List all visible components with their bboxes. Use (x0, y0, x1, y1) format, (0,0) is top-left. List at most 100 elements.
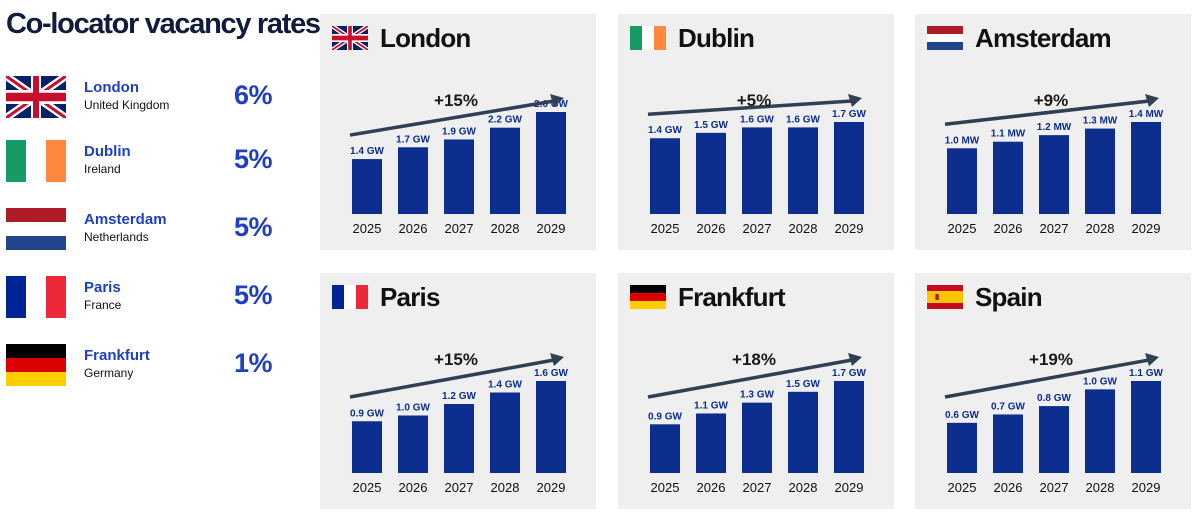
data-label: 1.7 GW (396, 134, 430, 145)
x-tick-label: 2027 (1040, 221, 1069, 236)
trend-arrow-head (1145, 353, 1159, 366)
x-tick-label: 2028 (1086, 221, 1115, 236)
x-tick-label: 2028 (789, 221, 818, 236)
bar-2025 (352, 421, 382, 473)
vacancy-rate: 5% (233, 144, 273, 174)
bar-2026 (993, 414, 1023, 473)
bar-2028 (1085, 389, 1115, 473)
bar-2026 (696, 413, 726, 473)
vacancy-city: Paris (84, 279, 121, 296)
netherlands-flag-icon (6, 208, 66, 250)
data-label: 1.2 GW (442, 391, 476, 402)
x-tick-label: 2029 (1132, 480, 1161, 495)
vacancy-row-dublin: Dublin Ireland 5% (0, 140, 300, 196)
bar-2028 (1085, 128, 1115, 214)
data-label: 1.4 GW (488, 380, 522, 391)
x-tick-label: 2029 (1132, 221, 1161, 236)
trend-arrow-head (550, 353, 564, 366)
x-tick-label: 2028 (491, 221, 520, 236)
bar-2028 (788, 391, 818, 473)
bar-2026 (993, 141, 1023, 214)
spain-flag-icon (927, 285, 963, 309)
data-label: 0.8 GW (1037, 393, 1071, 404)
bar-2028 (490, 127, 520, 214)
vacancy-country: Ireland (84, 162, 121, 176)
trend-arrow-head (848, 353, 862, 366)
bar-2027 (742, 127, 772, 214)
x-tick-label: 2028 (1086, 480, 1115, 495)
vacancy-row-london: London United Kingdom 6% (0, 76, 300, 132)
x-tick-label: 2029 (537, 221, 566, 236)
ireland-flag-icon (6, 140, 66, 182)
vacancy-rate: 6% (233, 80, 273, 110)
data-label: 1.2 MW (1037, 122, 1072, 133)
bar-chart: 1.0 MW 2025 1.1 MW 2026 1.2 MW 2027 1.3 MW 2028… (945, 91, 1164, 236)
bar-chart: 0.6 GW 2025 0.7 GW 2026 0.8 GW 2027 1.0 GW 2028… (944, 350, 1164, 495)
chart-title: Frankfurt (678, 282, 786, 312)
chart-panel-dublin: Dublin 1.4 GW 2025 1.5 GW 2026 1.6 GW 2027 1.6… (618, 14, 894, 250)
data-label: 1.3 MW (1083, 116, 1118, 127)
x-tick-label: 2025 (353, 221, 382, 236)
data-label: 1.4 GW (648, 125, 682, 136)
bar-2025 (947, 422, 977, 473)
data-label: 1.0 GW (396, 403, 430, 414)
trend-arrow-line (944, 358, 1150, 399)
data-label: 1.4 GW (350, 146, 384, 157)
data-label: 1.6 GW (786, 114, 820, 125)
trend-arrow-line (647, 99, 853, 116)
data-label: 1.5 GW (694, 120, 728, 131)
bar-2025 (352, 159, 382, 214)
bar-2029 (536, 381, 566, 473)
vacancy-country: United Kingdom (84, 98, 170, 112)
data-label: 2.2 GW (488, 115, 522, 126)
data-label: 1.6 GW (534, 368, 568, 379)
x-tick-label: 2025 (353, 480, 382, 495)
data-label: 1.3 GW (740, 390, 774, 401)
growth-label: +15% (434, 91, 478, 110)
growth-label: +9% (1034, 91, 1069, 110)
france-flag-icon (6, 276, 66, 318)
data-label: 1.1 MW (991, 129, 1026, 140)
vacancy-row-frankfurt: Frankfurt Germany 1% (0, 344, 300, 400)
x-tick-label: 2029 (835, 221, 864, 236)
trend-arrow-line (349, 99, 555, 137)
bar-2025 (947, 148, 977, 214)
data-label: 2.6 GW (534, 99, 568, 110)
data-label: 1.9 GW (442, 126, 476, 137)
x-tick-label: 2027 (743, 480, 772, 495)
bar-2027 (742, 402, 772, 473)
x-tick-label: 2028 (789, 480, 818, 495)
chart-panel-frankfurt: Frankfurt 0.9 GW 2025 1.1 GW 2026 1.3 GW 2027… (618, 273, 894, 509)
x-tick-label: 2026 (994, 221, 1023, 236)
vacancy-row-paris: Paris France 5% (0, 276, 300, 332)
x-tick-label: 2029 (537, 480, 566, 495)
trend-arrow-line (349, 358, 555, 399)
growth-label: +15% (434, 350, 478, 369)
uk-flag-icon (332, 26, 368, 50)
x-tick-label: 2026 (399, 221, 428, 236)
trend-arrow-head (848, 94, 862, 107)
vacancy-city: Amsterdam (84, 211, 167, 228)
bar-chart: 0.9 GW 2025 1.1 GW 2026 1.3 GW 2027 1.5 GW 2028… (647, 350, 867, 495)
bar-2029 (834, 381, 864, 473)
vacancy-country: Germany (84, 366, 134, 380)
vacancy-city: Dublin (84, 143, 131, 160)
chart-title: Amsterdam (975, 23, 1112, 53)
x-tick-label: 2027 (1040, 480, 1069, 495)
netherlands-flag-icon (927, 26, 963, 50)
bar-2029 (1131, 122, 1161, 214)
x-tick-label: 2025 (651, 480, 680, 495)
chart-panel-london: London 1.4 GW 2025 1.7 GW 2026 1.9 GW 2027 2.2… (320, 14, 596, 250)
vacancy-rate: 5% (233, 212, 273, 242)
data-label: 1.4 MW (1129, 109, 1164, 120)
data-label: 1.5 GW (786, 379, 820, 390)
bar-2027 (1039, 406, 1069, 473)
x-tick-label: 2029 (835, 480, 864, 495)
bar-chart: 1.4 GW 2025 1.5 GW 2026 1.6 GW 2027 1.6 GW 2028… (647, 91, 867, 236)
page-title: Co-locator vacancy rates (6, 8, 321, 40)
data-label: 0.7 GW (991, 401, 1025, 412)
trend-arrow-head (1145, 94, 1159, 107)
bar-2027 (444, 139, 474, 214)
growth-label: +5% (737, 91, 772, 110)
growth-label: +18% (732, 350, 776, 369)
